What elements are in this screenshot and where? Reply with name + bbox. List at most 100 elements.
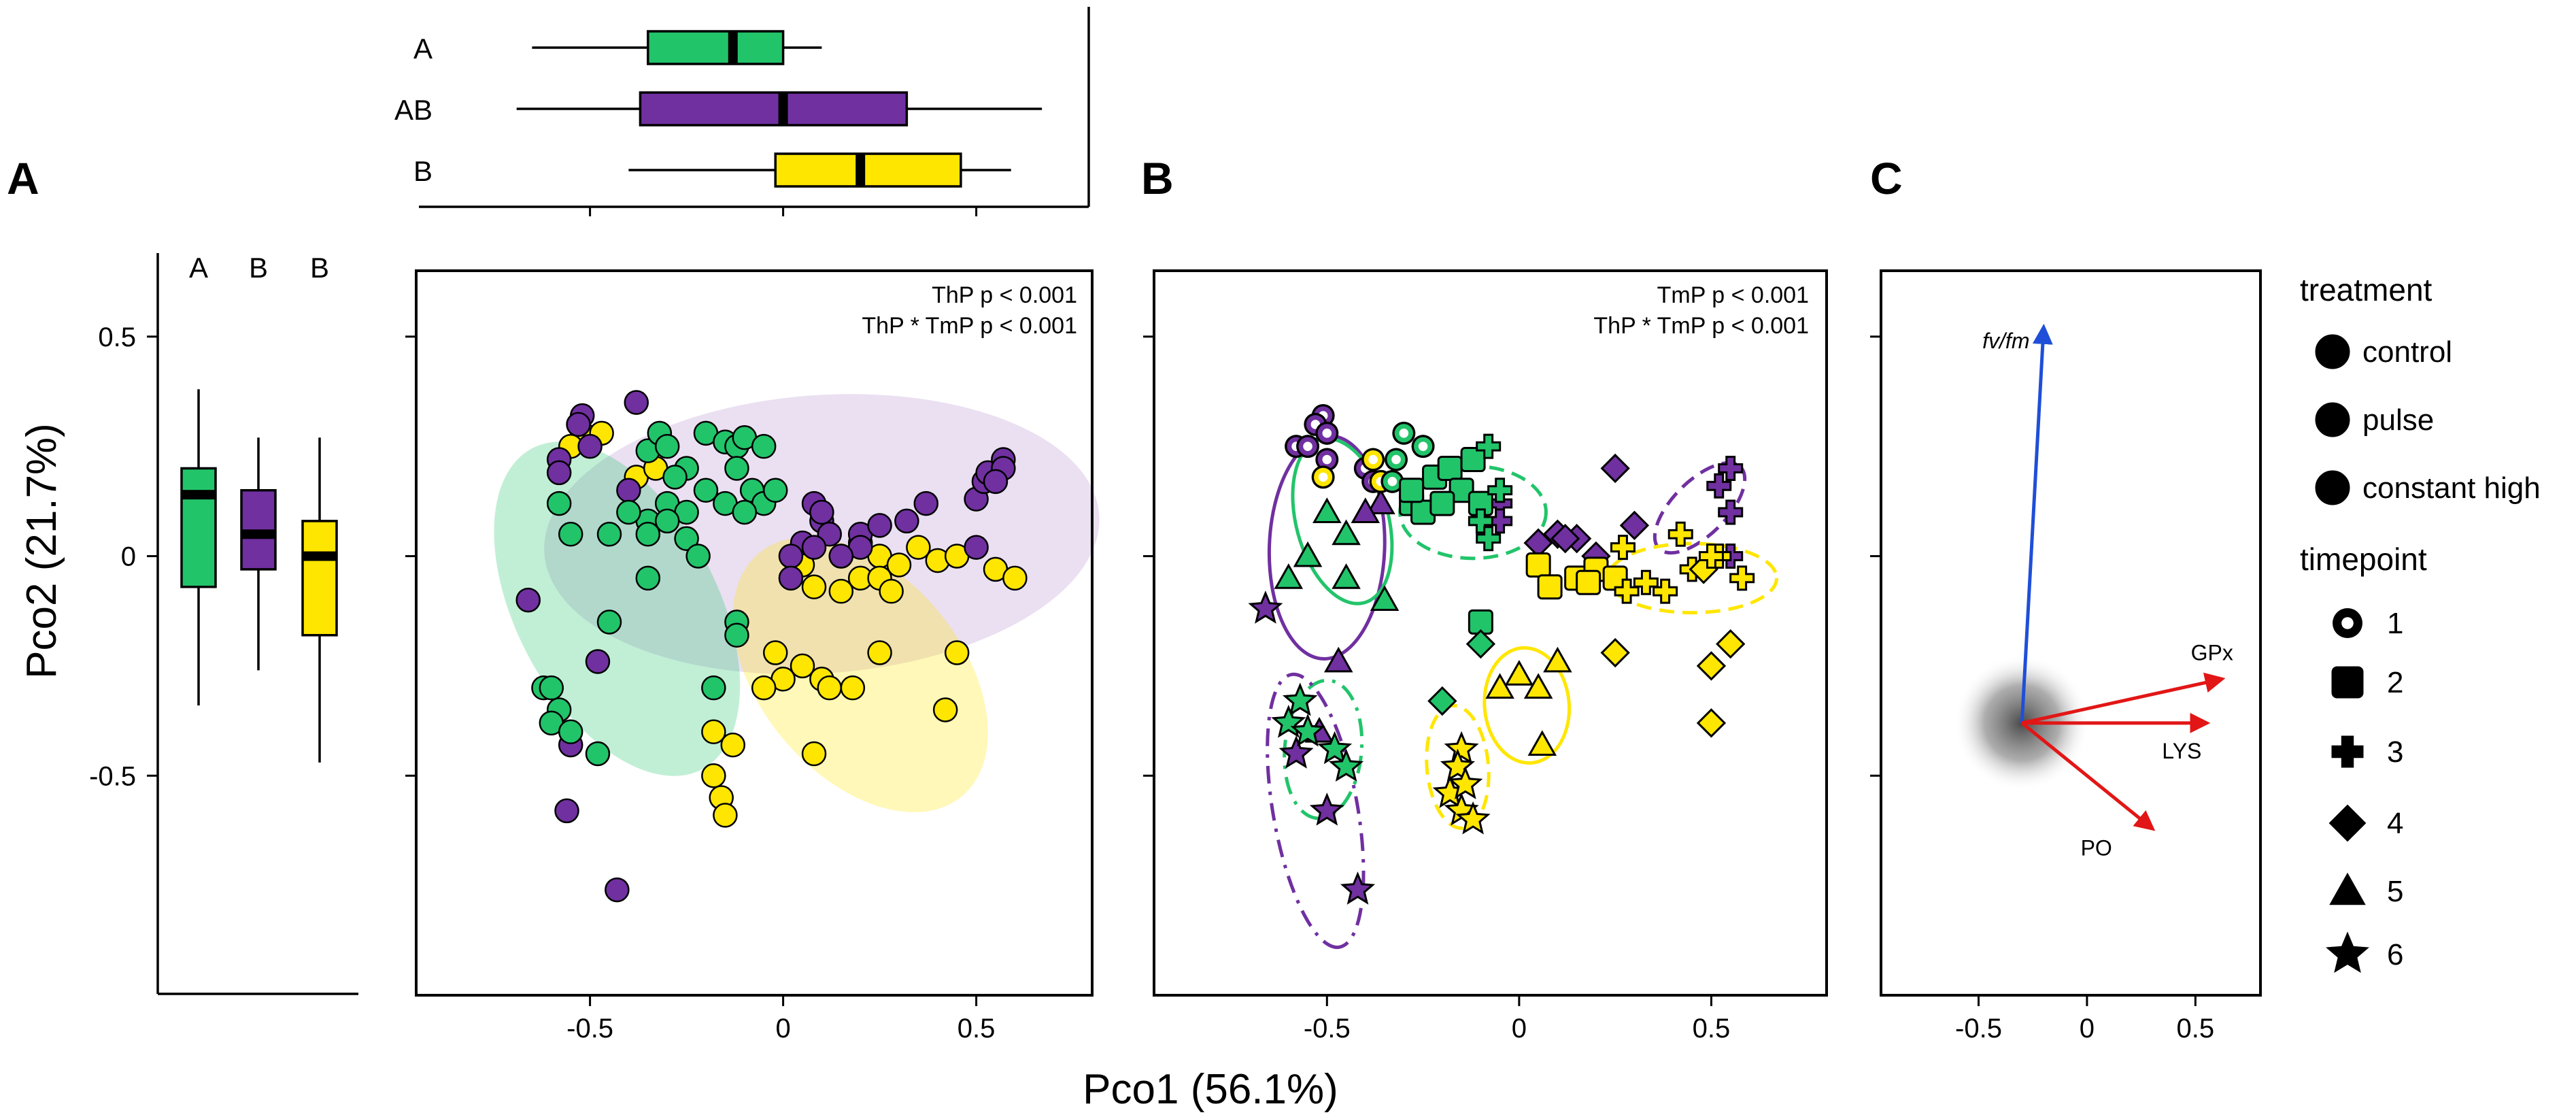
vector-fv-fm: [2020, 323, 2053, 723]
point-b-constant-high-tp3: [1476, 433, 1502, 459]
legend-label-constant-high: constant high: [2362, 471, 2541, 505]
legend-ring-icon: [2333, 608, 2362, 638]
ellipse-b-control-tp5: [1482, 646, 1572, 765]
point-b-control-tp3: [1633, 569, 1659, 595]
legend-swatch-constant-high: [2315, 470, 2350, 505]
point-a-pulse: [585, 649, 611, 674]
point-b-pulse-tp6: [1278, 735, 1314, 769]
vector-label-po: PO: [2081, 836, 2112, 861]
point-b-constant-high-tp1: [1380, 469, 1404, 493]
top-group-letter-control: B: [413, 155, 433, 187]
top-group-letter-constant-high: A: [413, 33, 433, 65]
point-b-control-tp1: [1311, 465, 1335, 489]
point-a-constant-high: [732, 499, 758, 525]
x-tick-label-b: -0.5: [1304, 1014, 1351, 1044]
legend-triangle-icon: [2329, 872, 2366, 905]
left-boxplot: 0.5 0 -0.5 A B B: [89, 252, 358, 995]
ring-hole: [1387, 477, 1397, 486]
point-b-pulse-tp6: [1309, 793, 1344, 826]
point-b-pulse-tp3: [1718, 499, 1744, 525]
ellipse-b-pulse-tp6: [1266, 672, 1366, 950]
legend-rounded-square-icon: [2331, 666, 2364, 699]
left-median-pulse: [241, 529, 275, 539]
point-b-pulse-tp5: [1366, 488, 1395, 515]
axes: -0.5 0 0.5 -0.5 0 0.5 -0.5 0 0.5: [405, 269, 2262, 1044]
point-b-constant-high-tp5: [1312, 497, 1342, 523]
vector-label-gpx: GPx: [2191, 640, 2233, 665]
panel-label-c: C: [1870, 153, 1903, 203]
panel-label-b: B: [1141, 153, 1174, 203]
point-b-pulse-tp1: [1315, 421, 1339, 445]
legend-label-pulse: pulse: [2362, 403, 2434, 437]
point-b-control-tp3: [1698, 544, 1724, 569]
x-tick-label-a: 0.5: [957, 1014, 996, 1044]
point-b-constant-high-tp2: [1437, 455, 1463, 481]
point-a-constant-high: [662, 465, 688, 490]
point-a-constant-high: [558, 719, 583, 744]
point-a-pulse: [515, 587, 541, 613]
left-y-tick-label: 0.5: [98, 322, 136, 352]
point-a-pulse: [546, 460, 572, 486]
point-a-control: [867, 640, 892, 665]
point-a-control: [886, 552, 912, 578]
point-b-control-tp6: [1444, 731, 1479, 765]
legend-label-control: control: [2362, 335, 2452, 369]
left-group-letter-pulse: B: [249, 252, 268, 284]
point-b-control-tp2: [1537, 574, 1563, 600]
point-b-control-tp5: [1543, 646, 1572, 673]
point-b-control-tp4: [1716, 629, 1746, 659]
legend-label-tp1: 1: [2387, 607, 2403, 640]
ring-hole: [2341, 617, 2354, 629]
point-a-pulse: [894, 508, 919, 534]
left-y-tick-label: -0.5: [89, 761, 136, 791]
point-b-control-tp4: [1600, 637, 1630, 668]
point-a-control: [801, 574, 827, 599]
legend-treatment-title: treatment: [2300, 272, 2433, 307]
point-a-constant-high: [616, 499, 641, 525]
point-b-constant-high-tp6: [1290, 713, 1325, 747]
panel-frame-a: [415, 269, 1094, 997]
x-axis-title: Pco1 (56.1%): [1083, 1066, 1338, 1113]
point-a-control: [879, 578, 904, 604]
stats-b-line1: TmP p < 0.001: [1657, 282, 1809, 308]
left-y-tick-label: 0: [121, 542, 136, 572]
vector-po: [2020, 721, 2156, 831]
point-b-constant-high-tp5: [1274, 563, 1304, 589]
legend-timepoint-title: timepoint: [2300, 541, 2427, 577]
point-b-control-tp2: [1525, 552, 1551, 578]
point-b-control-tp3: [1653, 578, 1678, 604]
point-b-control-tp5: [1504, 660, 1534, 686]
point-a-constant-high: [539, 675, 564, 701]
point-b-pulse-tp1: [1315, 448, 1339, 471]
legend-diamond-icon: [2328, 804, 2367, 842]
point-b-control-tp2: [1576, 569, 1601, 595]
point-a-control: [840, 675, 866, 701]
point-b-control-tp6: [1448, 766, 1483, 799]
top-median-control: [855, 154, 866, 186]
legend-label-tp3: 3: [2387, 735, 2403, 769]
point-a-pulse: [566, 412, 591, 437]
legend-star-icon: [2326, 931, 2369, 973]
ring-hole: [1418, 441, 1428, 451]
point-a-pulse: [801, 535, 827, 560]
point-b-pulse-tp5: [1351, 497, 1380, 523]
point-a-control: [932, 697, 958, 722]
point-b-constant-high-tp1: [1411, 435, 1435, 459]
point-a-pulse: [809, 499, 834, 525]
point-a-control: [1002, 565, 1028, 591]
point-a-control: [701, 719, 726, 744]
x-tick-label-a: -0.5: [566, 1014, 613, 1044]
point-a-control: [720, 732, 746, 758]
point-b-control-tp4: [1696, 651, 1727, 681]
point-b-constant-high-tp6: [1328, 748, 1364, 782]
point-b-constant-high-tp3: [1487, 478, 1513, 503]
point-a-pulse: [778, 565, 804, 591]
legend-swatch-control: [2315, 334, 2350, 369]
point-b-pulse-tp3: [1718, 455, 1744, 481]
point-b-control-tp3: [1667, 521, 1693, 547]
panel-a-scatter: [494, 390, 1100, 903]
point-b-pulse-tp4: [1550, 524, 1580, 554]
point-a-pulse: [616, 478, 641, 503]
legend-label-tp5: 5: [2387, 875, 2403, 908]
point-b-control-tp5: [1485, 673, 1514, 699]
